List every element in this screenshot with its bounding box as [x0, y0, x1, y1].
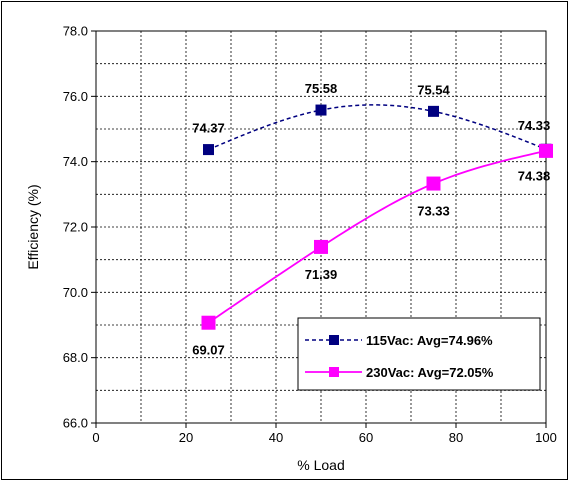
x-tick-label: 20 [179, 430, 193, 445]
data-point-230vac [201, 315, 216, 330]
legend-marker-115vac [329, 335, 339, 345]
data-label-230vac: 71.39 [305, 267, 338, 282]
series-line-115vac [208, 104, 547, 151]
legend-marker-230vac [329, 367, 339, 377]
x-tick-label: 60 [359, 430, 373, 445]
y-tick-label: 66.0 [63, 416, 88, 431]
legend-label-230vac: 230Vac: Avg=72.05% [366, 365, 494, 380]
y-axis-ticks: 66.0 68.0 70.0 72.0 74.0 76.0 78.0 [63, 24, 96, 431]
x-tick-label: 0 [92, 430, 99, 445]
data-point-230vac [426, 176, 441, 191]
x-tick-label: 100 [535, 430, 557, 445]
series-line-230vac [207, 150, 547, 324]
x-tick-label: 40 [269, 430, 283, 445]
y-axis-label: Efficiency (%) [25, 184, 41, 269]
data-label-230vac: 73.33 [417, 204, 450, 219]
data-labels: 74.37 75.58 75.54 74.38 69.07 71.39 73.33 74.33 [192, 81, 550, 358]
x-axis-label: % Load [297, 457, 344, 473]
data-label-230vac: 69.07 [192, 343, 225, 358]
legend-label-115vac: 115Vac: Avg=74.96% [366, 333, 493, 348]
data-point-115vac [315, 104, 327, 116]
series-layer [201, 104, 553, 330]
data-label-115vac: 74.37 [192, 121, 225, 136]
y-tick-label: 72.0 [63, 220, 88, 235]
legend: 115Vac: Avg=74.96% 230Vac: Avg=72.05% [297, 317, 541, 391]
data-label-115vac: 74.38 [518, 168, 551, 183]
data-point-230vac [539, 143, 553, 158]
y-tick-label: 76.0 [63, 89, 88, 104]
y-tick-label: 68.0 [63, 350, 88, 365]
x-tick-label: 80 [449, 430, 463, 445]
data-point-115vac [203, 144, 214, 156]
data-point-115vac [428, 105, 439, 117]
data-label-230vac: 74.33 [518, 118, 551, 133]
data-label-115vac: 75.58 [305, 81, 338, 96]
x-axis-ticks: 0 20 40 60 80 100 [92, 423, 557, 445]
data-point-230vac [314, 239, 328, 254]
y-tick-label: 78.0 [63, 24, 88, 39]
data-label-115vac: 75.54 [417, 82, 450, 97]
y-tick-label: 74.0 [63, 154, 88, 169]
y-tick-label: 70.0 [63, 285, 88, 300]
legend-box [297, 317, 541, 391]
